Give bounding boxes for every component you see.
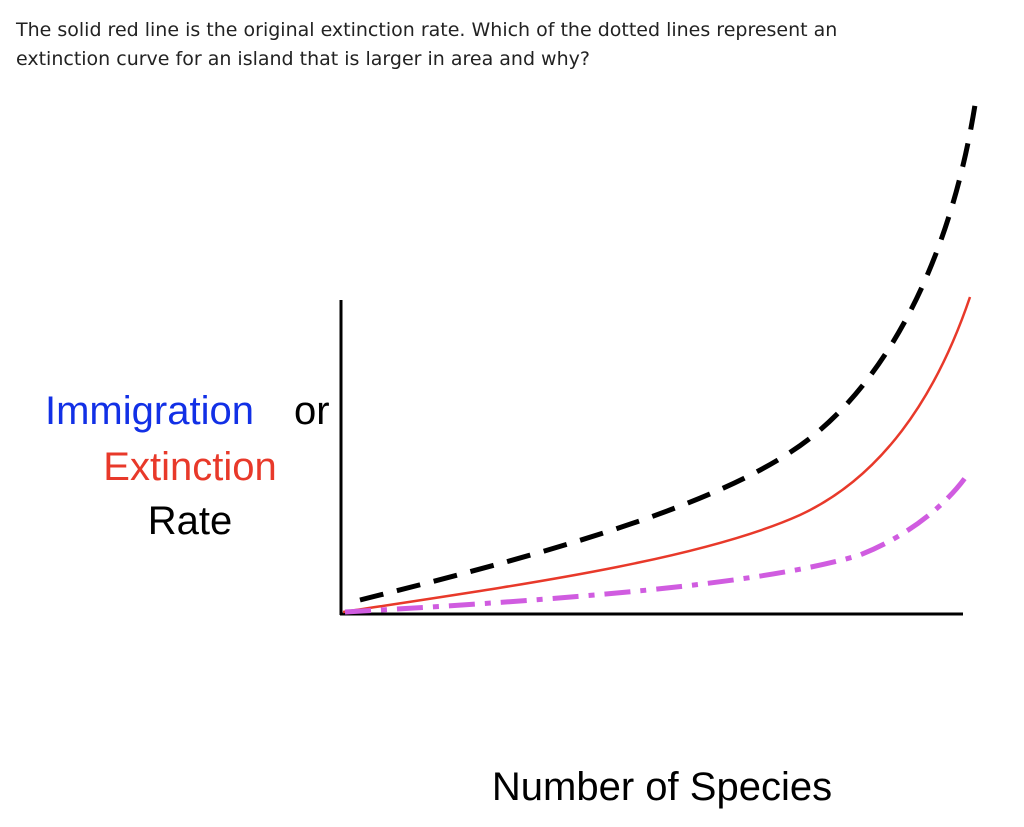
or-label: or bbox=[294, 389, 330, 433]
extinction-label: Extinction bbox=[103, 445, 276, 489]
question-line: The solid red line is the original extin… bbox=[16, 19, 838, 41]
dashed-curve bbox=[359, 104, 978, 603]
extinction-curve bbox=[342, 296, 972, 614]
immigration-label: Immigration bbox=[45, 389, 254, 433]
question-line: extinction curve for an island that is l… bbox=[16, 48, 590, 70]
rate-label: Rate bbox=[148, 499, 233, 543]
x-axis-label: Number of Species bbox=[492, 765, 832, 809]
dash-dot-curve bbox=[344, 476, 968, 615]
question: The solid red line is the original extin… bbox=[16, 16, 837, 74]
